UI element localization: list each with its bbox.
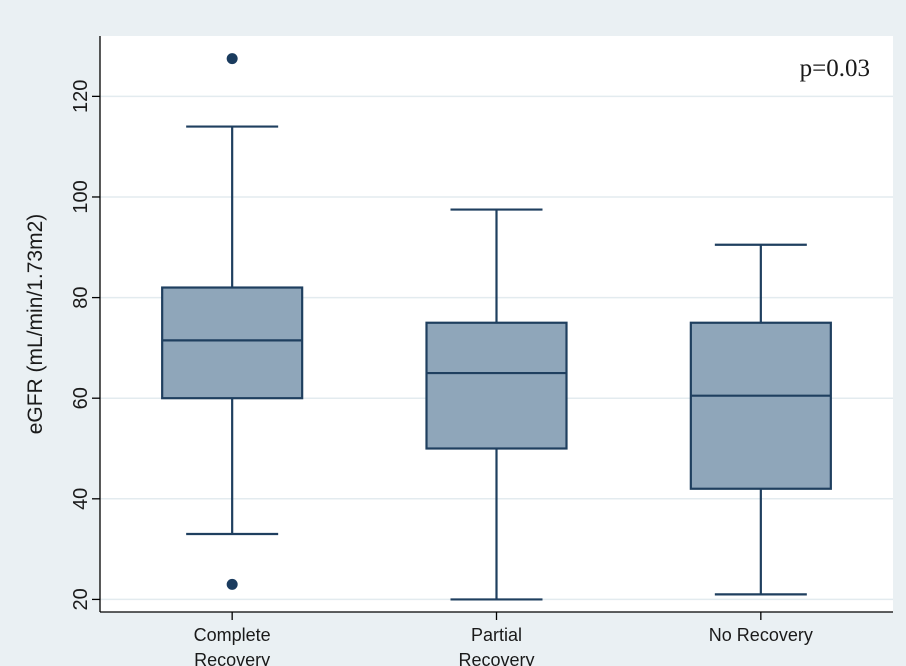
x-tick-label: Recovery xyxy=(458,650,534,666)
y-tick-label: 80 xyxy=(70,286,92,308)
y-tick-label: 20 xyxy=(70,588,92,610)
iqr-box xyxy=(689,321,832,490)
axes: 20 40 60 80 100 120 Complete Recovery Partial Rec… xyxy=(70,36,893,666)
y-tick-label: 120 xyxy=(70,80,92,113)
y-axis-label: eGFR (mL/min/1.73m2) xyxy=(24,214,47,435)
box-group xyxy=(161,53,304,590)
x-tick-label: Recovery xyxy=(194,650,270,666)
x-tick-label: Complete xyxy=(194,625,271,645)
iqr-box xyxy=(425,321,568,450)
box-series xyxy=(161,53,832,601)
iqr-box xyxy=(161,286,304,400)
x-tick-label: Partial xyxy=(471,625,522,645)
p-value-annotation: p=0.03 xyxy=(800,55,870,82)
box-group xyxy=(425,208,568,601)
y-tick-label: 40 xyxy=(70,488,92,510)
outlier-point xyxy=(226,53,238,65)
y-tick-label: 60 xyxy=(70,387,92,409)
y-tick-label: 100 xyxy=(70,180,92,213)
outlier-point xyxy=(226,578,238,590)
box-group xyxy=(689,243,832,596)
x-tick-label: No Recovery xyxy=(709,625,813,645)
